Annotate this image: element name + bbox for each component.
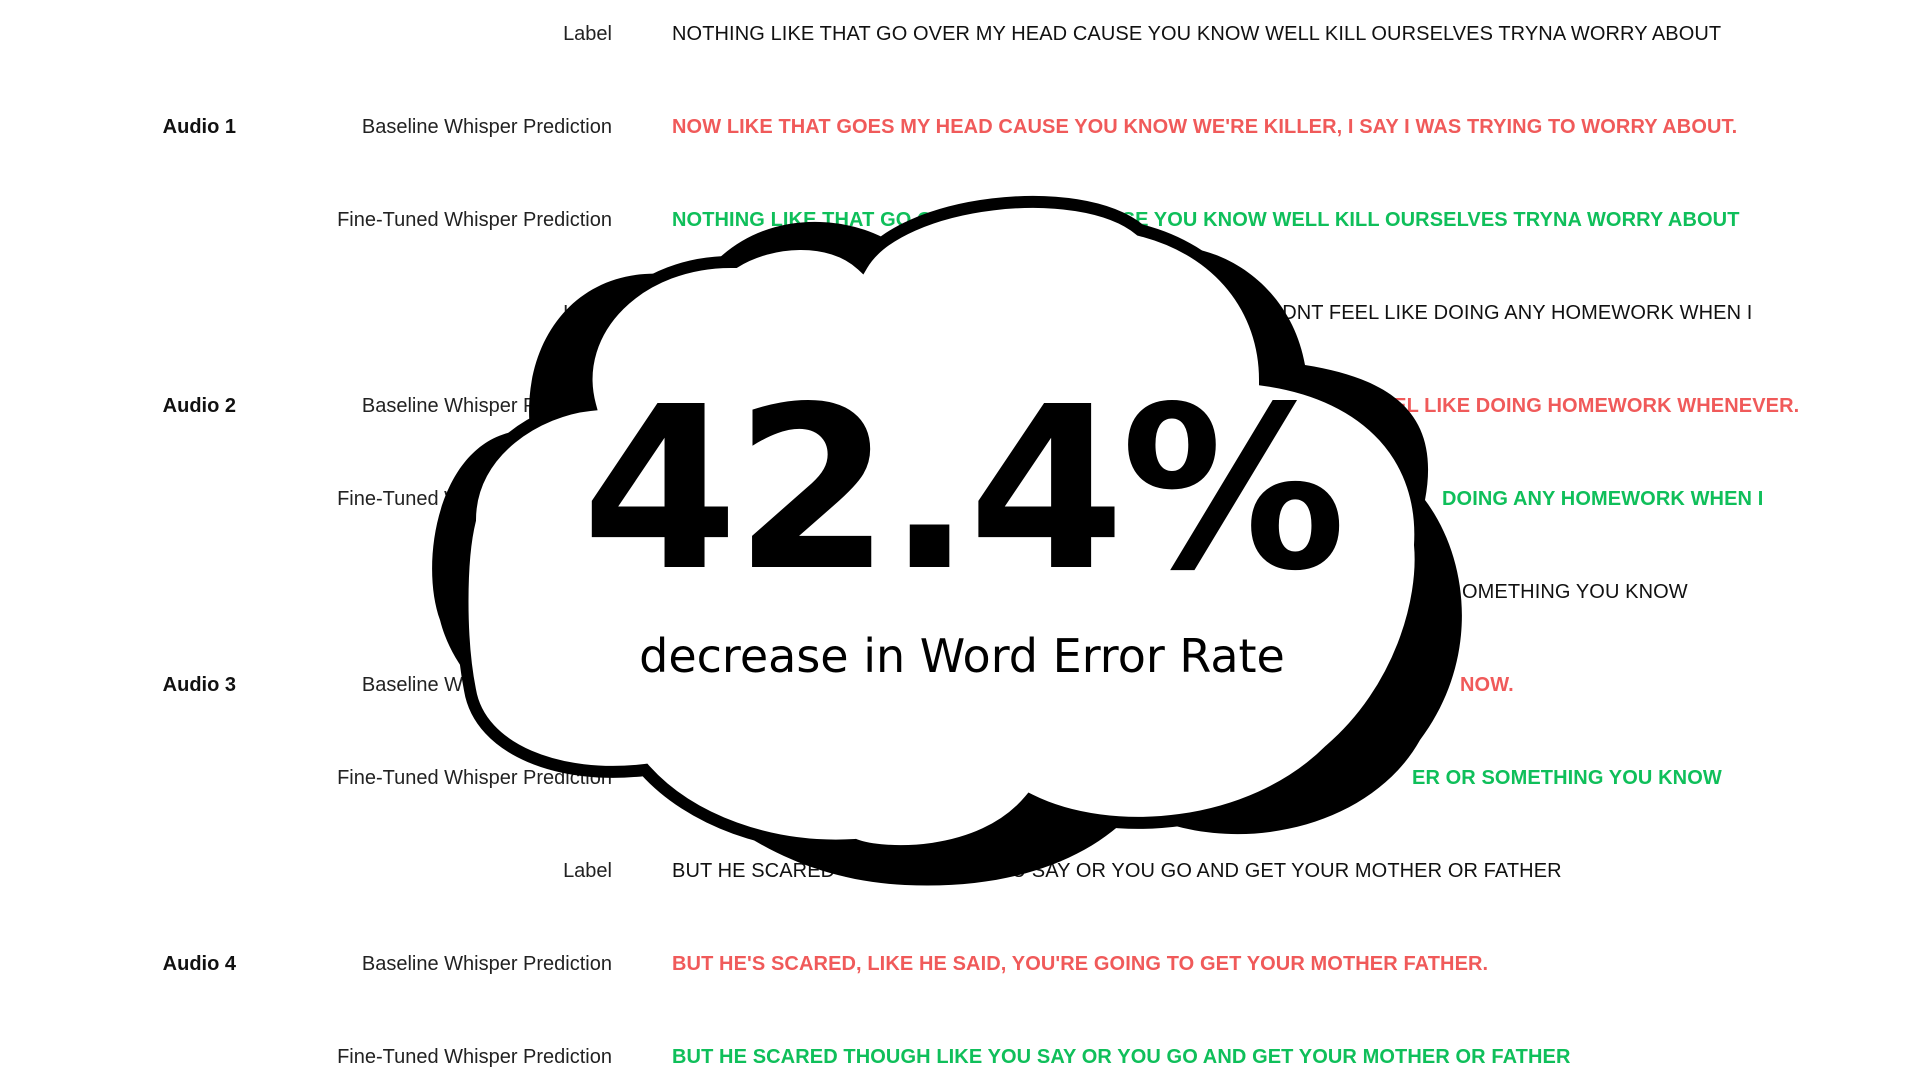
baseline-prediction-text: BUT HE'S SCARED, LIKE HE SAID, YOU'RE GO… bbox=[672, 953, 1489, 975]
baseline-prediction-text: NOW LIKE THAT GOES MY HEAD CAUSE YOU KNO… bbox=[672, 116, 1738, 138]
audio-1-label-row: Label NOTHING LIKE THAT GO OVER MY HEAD … bbox=[0, 14, 1920, 54]
label-transcript: OMETHING YOU KNOW bbox=[1462, 581, 1688, 603]
finetuned-prediction-text: BUT HE SCARED THOUGH LIKE YOU SAY OR YOU… bbox=[672, 1046, 1571, 1068]
row-kind-finetuned: Fine-Tuned Whisper Prediction bbox=[337, 488, 612, 510]
audio-4-label-row: Label BUT HE SCARED THOUGH LIKE YOU SAY … bbox=[0, 851, 1920, 891]
row-kind-label: Label bbox=[563, 302, 612, 324]
baseline-prediction-text: N'T FEEL LIKE DOING HOMEWORK WHENEVER. bbox=[1330, 395, 1800, 417]
label-transcript: BUT HE SCARED THOUGH LIKE YOU SAY OR YOU… bbox=[672, 860, 1562, 882]
audio-2-finetuned-row: Fine-Tuned Whisper Prediction DOING ANY … bbox=[0, 479, 1920, 519]
audio-1-baseline-row: Audio 1 Baseline Whisper Prediction NOW … bbox=[0, 107, 1920, 147]
row-kind-label: Label bbox=[563, 581, 612, 603]
audio-3-baseline-row: Audio 3 Baseline Whisper Prediction NOW. bbox=[0, 665, 1920, 705]
audio-3-label-row: Label OMETHING YOU KNOW bbox=[0, 572, 1920, 612]
audio-2-name: Audio 2 bbox=[162, 395, 236, 417]
row-kind-label: Label bbox=[563, 23, 612, 45]
audio-4-baseline-row: Audio 4 Baseline Whisper Prediction BUT … bbox=[0, 944, 1920, 984]
row-kind-baseline: Baseline Whisper Prediction bbox=[361, 116, 612, 138]
label-transcript: DIDNT FEEL LIKE DOING ANY HOMEWORK WHEN … bbox=[1262, 302, 1753, 324]
label-transcript: NOTHING LIKE THAT GO OVER MY HEAD CAUSE … bbox=[672, 23, 1722, 45]
audio-1-finetuned-row: Fine-Tuned Whisper Prediction NOTHING LI… bbox=[0, 200, 1920, 240]
baseline-prediction-text: NOW. bbox=[1460, 674, 1514, 696]
row-kind-label: Label bbox=[563, 860, 612, 882]
finetuned-prediction-text: ER OR SOMETHING YOU KNOW bbox=[1412, 767, 1722, 789]
audio-4-finetuned-row: Fine-Tuned Whisper Prediction BUT HE SCA… bbox=[0, 1037, 1920, 1077]
audio-2-baseline-row: Audio 2 Baseline Whisper Prediction N'T … bbox=[0, 386, 1920, 426]
audio-2-label-row: Label DIDNT FEEL LIKE DOING ANY HOMEWORK… bbox=[0, 293, 1920, 333]
row-kind-finetuned: Fine-Tuned Whisper Prediction bbox=[337, 209, 612, 231]
audio-1-name: Audio 1 bbox=[162, 116, 236, 138]
finetuned-prediction-text: NOTHING LIKE THAT GO OVER MY HEAD CAUSE … bbox=[672, 209, 1740, 231]
audio-4-name: Audio 4 bbox=[162, 953, 236, 975]
row-kind-baseline: Baseline Whisper Prediction bbox=[361, 395, 612, 417]
row-kind-finetuned: Fine-Tuned Whisper Prediction bbox=[337, 1046, 612, 1068]
row-kind-finetuned: Fine-Tuned Whisper Prediction bbox=[337, 767, 612, 789]
audio-3-finetuned-row: Fine-Tuned Whisper Prediction ER OR SOME… bbox=[0, 758, 1920, 798]
finetuned-prediction-text: DOING ANY HOMEWORK WHEN I bbox=[1442, 488, 1764, 510]
row-kind-baseline: Baseline Whisper Prediction bbox=[361, 674, 612, 696]
row-kind-baseline: Baseline Whisper Prediction bbox=[361, 953, 612, 975]
audio-3-name: Audio 3 bbox=[162, 674, 236, 696]
